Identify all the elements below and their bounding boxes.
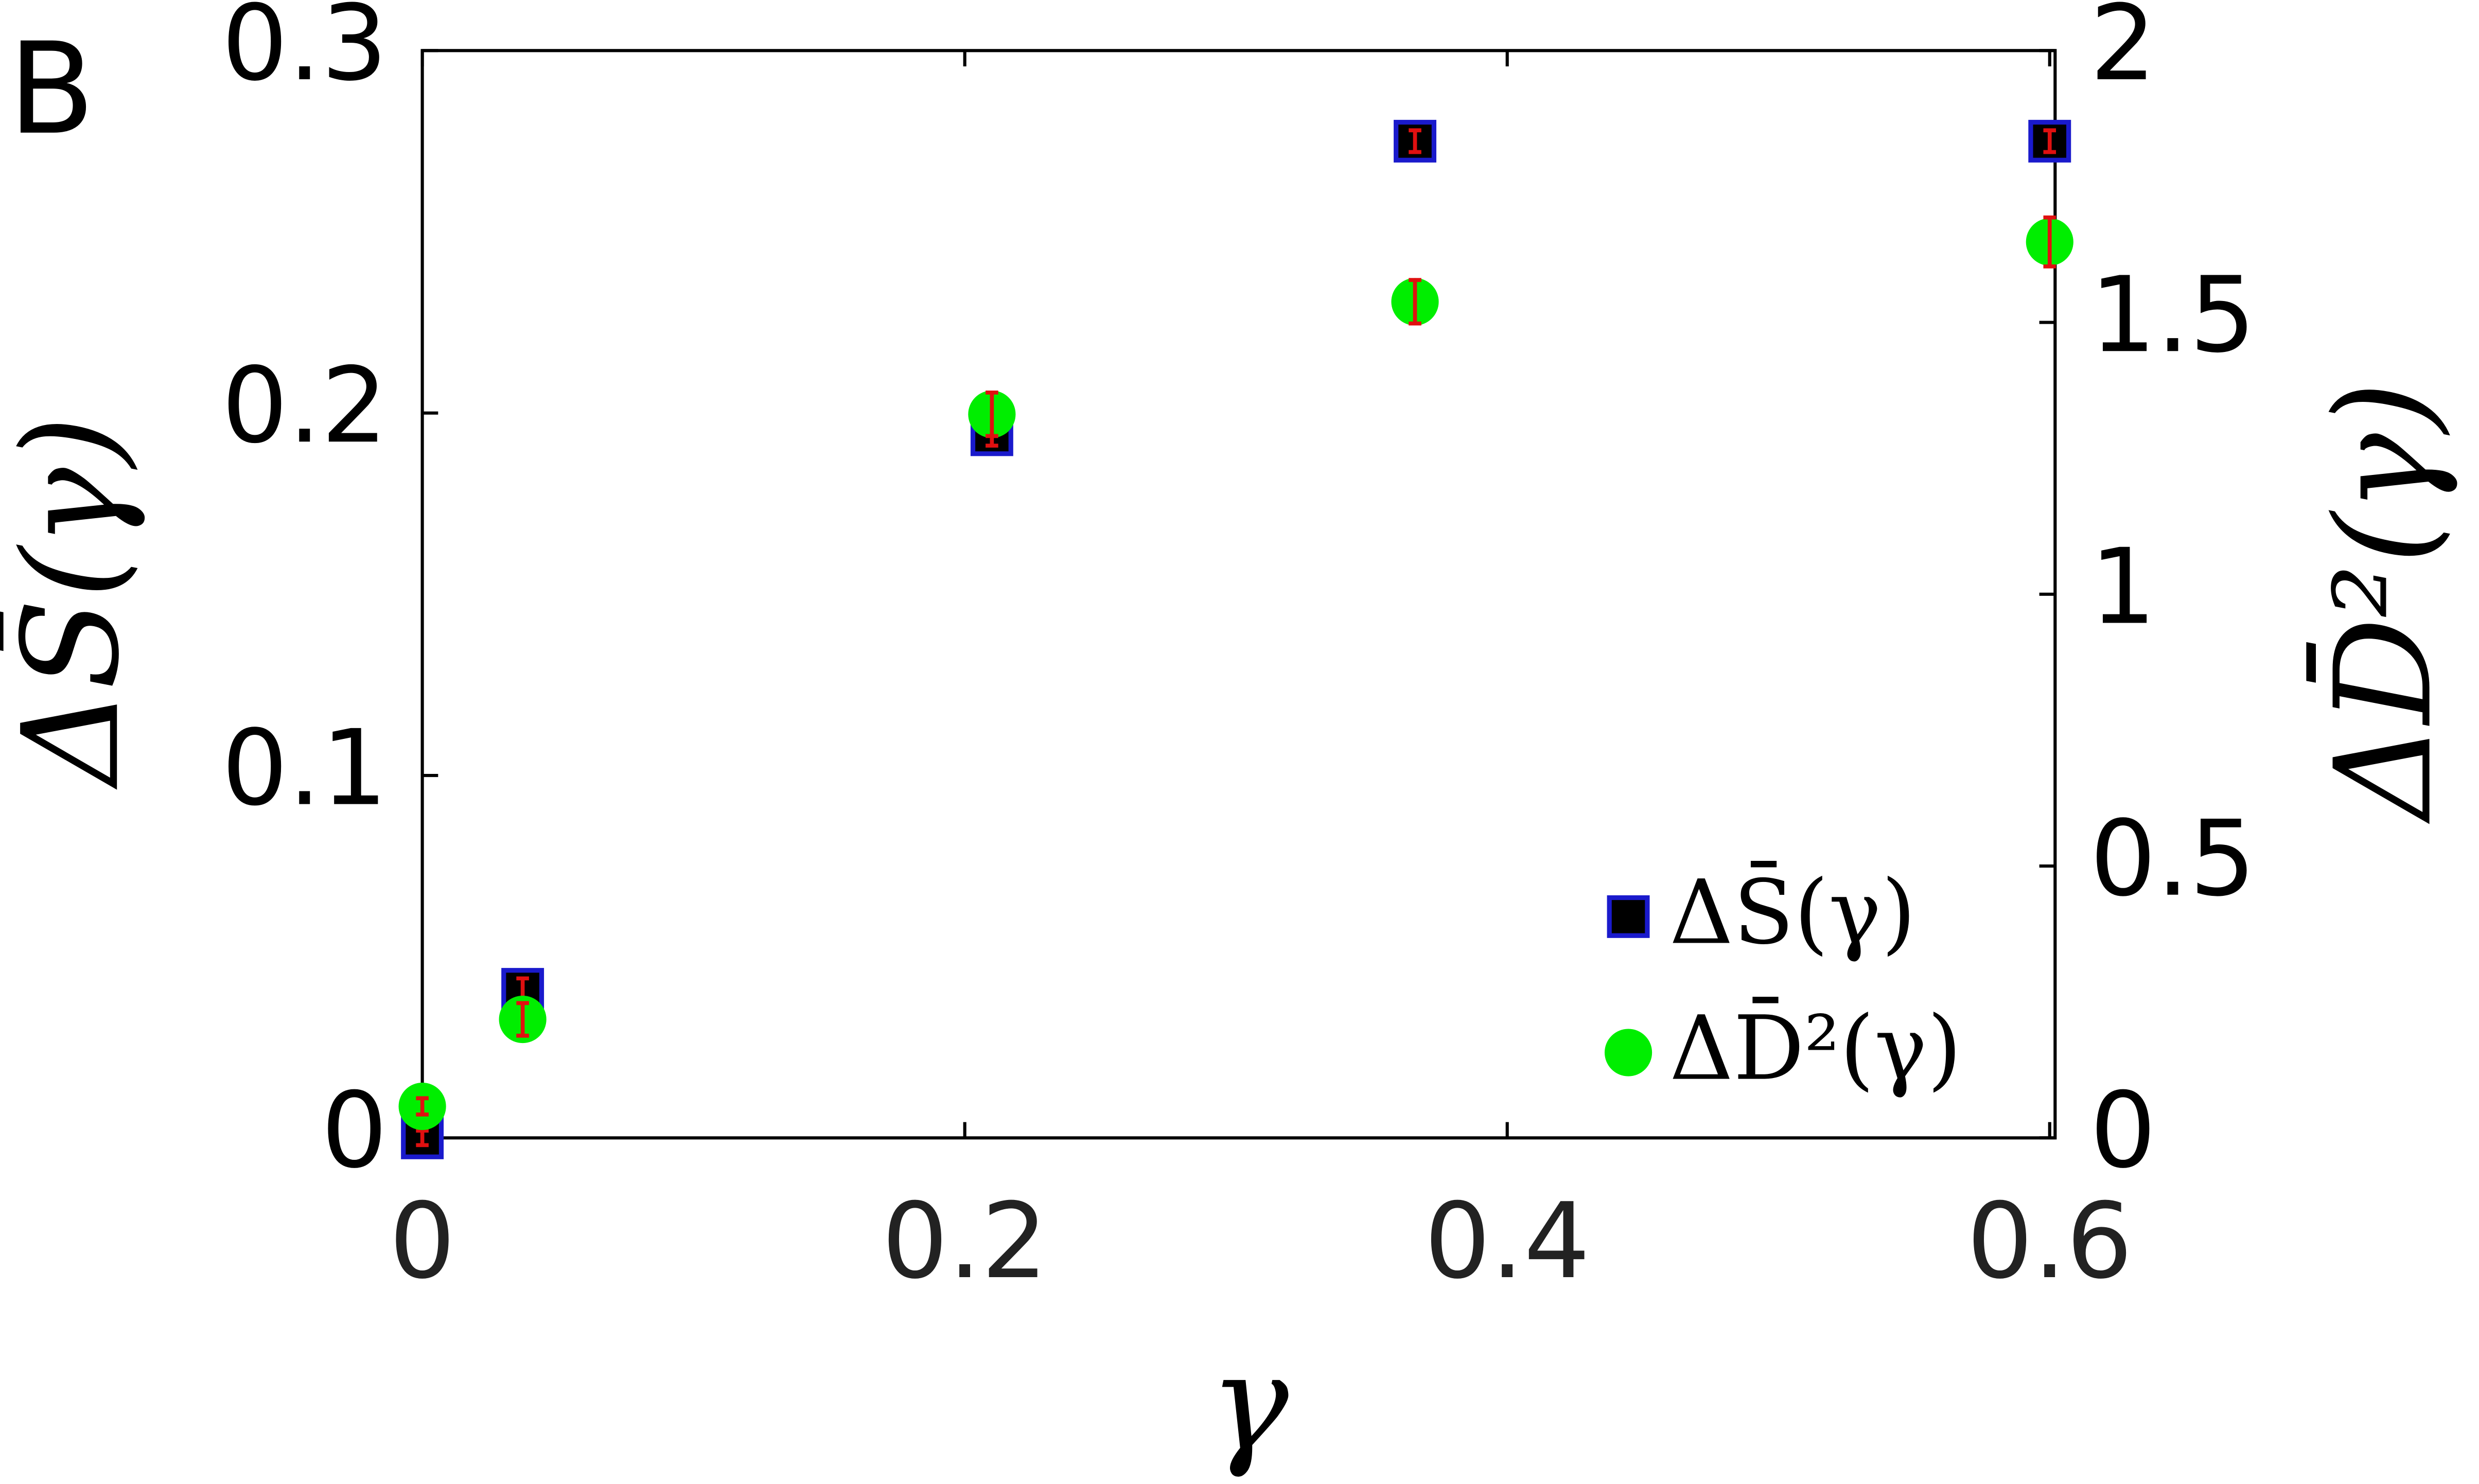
error-bar (416, 1128, 429, 1147)
y2-tick-label: 2 (2090, 0, 2156, 104)
plot-frame (420, 49, 2057, 1140)
error-bar (2043, 128, 2056, 154)
x-tick-label: 0.6 (1967, 1180, 2133, 1302)
x-tick-label: 0.4 (1425, 1180, 1590, 1302)
legend-marker (1607, 895, 1650, 938)
error-bar (1409, 128, 1421, 154)
y2-axis-label: ΔD̄²(γ) (2306, 381, 2460, 826)
legend-label: ΔD̄²(γ) (1669, 996, 1962, 1100)
y-tick-label: 0 (321, 1070, 388, 1191)
error-bar (416, 1096, 429, 1117)
y-tick-label: 0.3 (222, 0, 388, 104)
error-bar (986, 391, 998, 438)
error-bar (516, 1001, 529, 1038)
x-tick-label: 0.2 (882, 1180, 1047, 1302)
legend-marker (1604, 1029, 1652, 1076)
x-tick-label: 0 (389, 1180, 455, 1302)
panel-label: B (8, 15, 95, 163)
y-axis-label: ΔS̄(γ) (0, 416, 148, 792)
error-bar (2043, 215, 2056, 269)
y2-tick-label: 1 (2090, 526, 2156, 647)
y-tick-label: 0.2 (222, 345, 388, 466)
y2-tick-label: 1.5 (2090, 254, 2256, 376)
error-bar (1409, 278, 1421, 326)
y2-tick-label: 0.5 (2090, 798, 2256, 920)
legend-label: ΔS̄(γ) (1669, 860, 1916, 964)
y2-tick-label: 0 (2090, 1070, 2156, 1191)
y-tick-label: 0.1 (222, 708, 388, 829)
x-axis-label: γ (1209, 1326, 1290, 1480)
